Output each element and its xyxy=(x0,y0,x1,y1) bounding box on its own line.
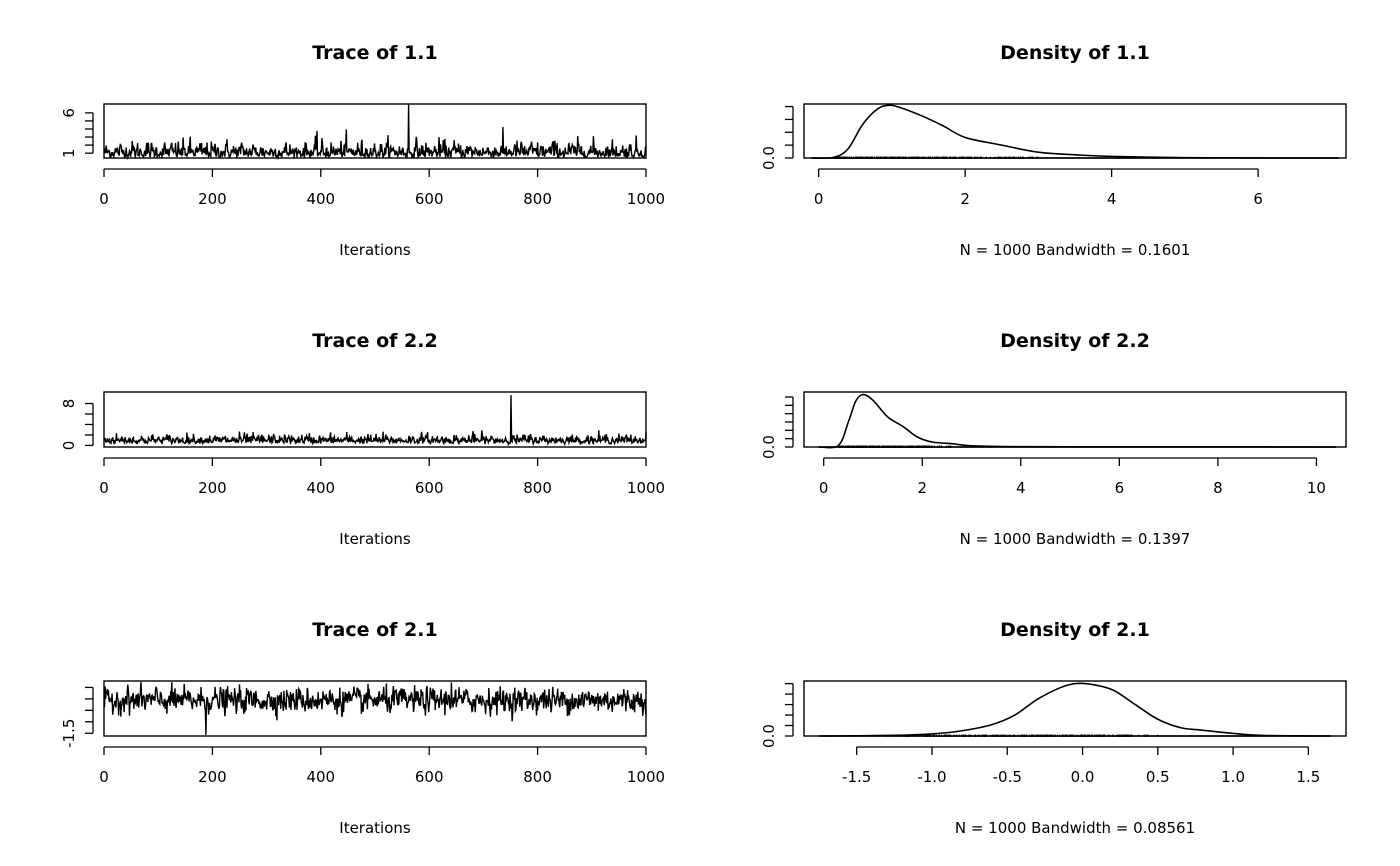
x-tick-label: 1000 xyxy=(627,479,665,497)
x-axis-label: N = 1000 Bandwidth = 0.08561 xyxy=(955,819,1195,837)
x-tick-label: 0 xyxy=(814,190,824,208)
panel-title: Density of 2.2 xyxy=(1000,330,1150,352)
y-tick-label: 0.0 xyxy=(760,435,778,459)
x-tick-label: 600 xyxy=(415,768,444,786)
x-tick-label: 6 xyxy=(1115,479,1125,497)
x-tick-label: 0.0 xyxy=(1071,768,1095,786)
y-tick-label: 0.0 xyxy=(760,724,778,748)
x-tick-label: 800 xyxy=(523,190,552,208)
plot-frame xyxy=(103,103,647,159)
x-tick-label: 400 xyxy=(306,190,335,208)
x-axis-label: Iterations xyxy=(339,530,411,548)
y-tick-label: 0.0 xyxy=(760,146,778,170)
trace-line xyxy=(103,682,647,735)
x-tick-label: 200 xyxy=(198,768,227,786)
trace-line xyxy=(103,395,647,447)
x-tick-label: 1000 xyxy=(627,768,665,786)
y-tick-label: 6 xyxy=(60,108,78,118)
panel-title: Density of 2.1 xyxy=(1000,619,1150,641)
trace-panel-0: Trace of 1.1 Iterations 0 200 400 600 800 1000 1… xyxy=(60,42,665,259)
x-axis-label: Iterations xyxy=(339,241,411,259)
y-tick-label: 1 xyxy=(60,148,78,158)
x-tick-label: -1.0 xyxy=(917,768,946,786)
trace-panel-4: Trace of 2.1 Iterations 0 200 400 600 800 1000 -… xyxy=(60,619,665,837)
panel-title: Trace of 2.2 xyxy=(312,330,437,352)
density-panel-5: Density of 2.1 N = 1000 Bandwidth = 0.085… xyxy=(760,619,1347,837)
density-curve xyxy=(811,104,1339,160)
x-tick-label: 800 xyxy=(523,479,552,497)
density-curve xyxy=(818,393,1337,449)
y-tick-label: 0 xyxy=(60,441,78,451)
x-axis-label: Iterations xyxy=(339,819,411,837)
x-tick-label: 0 xyxy=(99,479,109,497)
x-tick-label: 8 xyxy=(1213,479,1223,497)
plot-frame xyxy=(803,103,1347,159)
x-tick-label: -1.5 xyxy=(842,768,871,786)
x-tick-label: 200 xyxy=(198,190,227,208)
x-tick-label: 0 xyxy=(99,768,109,786)
panel-title: Density of 1.1 xyxy=(1000,42,1150,64)
x-tick-label: 800 xyxy=(523,768,552,786)
x-tick-label: 400 xyxy=(306,768,335,786)
density-panel-1: Density of 1.1 N = 1000 Bandwidth = 0.160… xyxy=(760,42,1347,259)
x-tick-label: 10 xyxy=(1307,479,1326,497)
y-tick-label: -1.5 xyxy=(60,719,78,748)
x-tick-label: 4 xyxy=(1107,190,1117,208)
plot-frame xyxy=(103,680,647,737)
x-tick-label: 4 xyxy=(1016,479,1026,497)
x-tick-label: 2 xyxy=(917,479,927,497)
trace-line xyxy=(103,104,647,161)
panel-title: Trace of 2.1 xyxy=(312,619,437,641)
plot-frame xyxy=(803,391,1347,448)
x-tick-label: 600 xyxy=(415,479,444,497)
x-tick-label: 1.5 xyxy=(1296,768,1320,786)
panel-title: Trace of 1.1 xyxy=(312,42,437,64)
plot-frame xyxy=(103,391,647,448)
x-tick-label: 1.0 xyxy=(1221,768,1245,786)
x-tick-label: 0 xyxy=(819,479,829,497)
x-tick-label: 200 xyxy=(198,479,227,497)
trace-panel-2: Trace of 2.2 Iterations 0 200 400 600 800 1000 0… xyxy=(60,330,665,548)
x-tick-label: 600 xyxy=(415,190,444,208)
x-tick-label: 1000 xyxy=(627,190,665,208)
y-tick-label: 8 xyxy=(60,399,78,409)
x-tick-label: -0.5 xyxy=(993,768,1022,786)
density-curve xyxy=(819,682,1331,737)
density-panel-3: Density of 2.2 N = 1000 Bandwidth = 0.139… xyxy=(760,330,1347,548)
x-tick-label: 0.5 xyxy=(1146,768,1170,786)
x-axis-label: N = 1000 Bandwidth = 0.1397 xyxy=(960,530,1191,548)
plot-frame xyxy=(803,680,1347,737)
x-tick-label: 0 xyxy=(99,190,109,208)
x-tick-label: 2 xyxy=(960,190,970,208)
x-tick-label: 6 xyxy=(1253,190,1263,208)
x-tick-label: 400 xyxy=(306,479,335,497)
x-axis-label: N = 1000 Bandwidth = 0.1601 xyxy=(960,241,1191,259)
